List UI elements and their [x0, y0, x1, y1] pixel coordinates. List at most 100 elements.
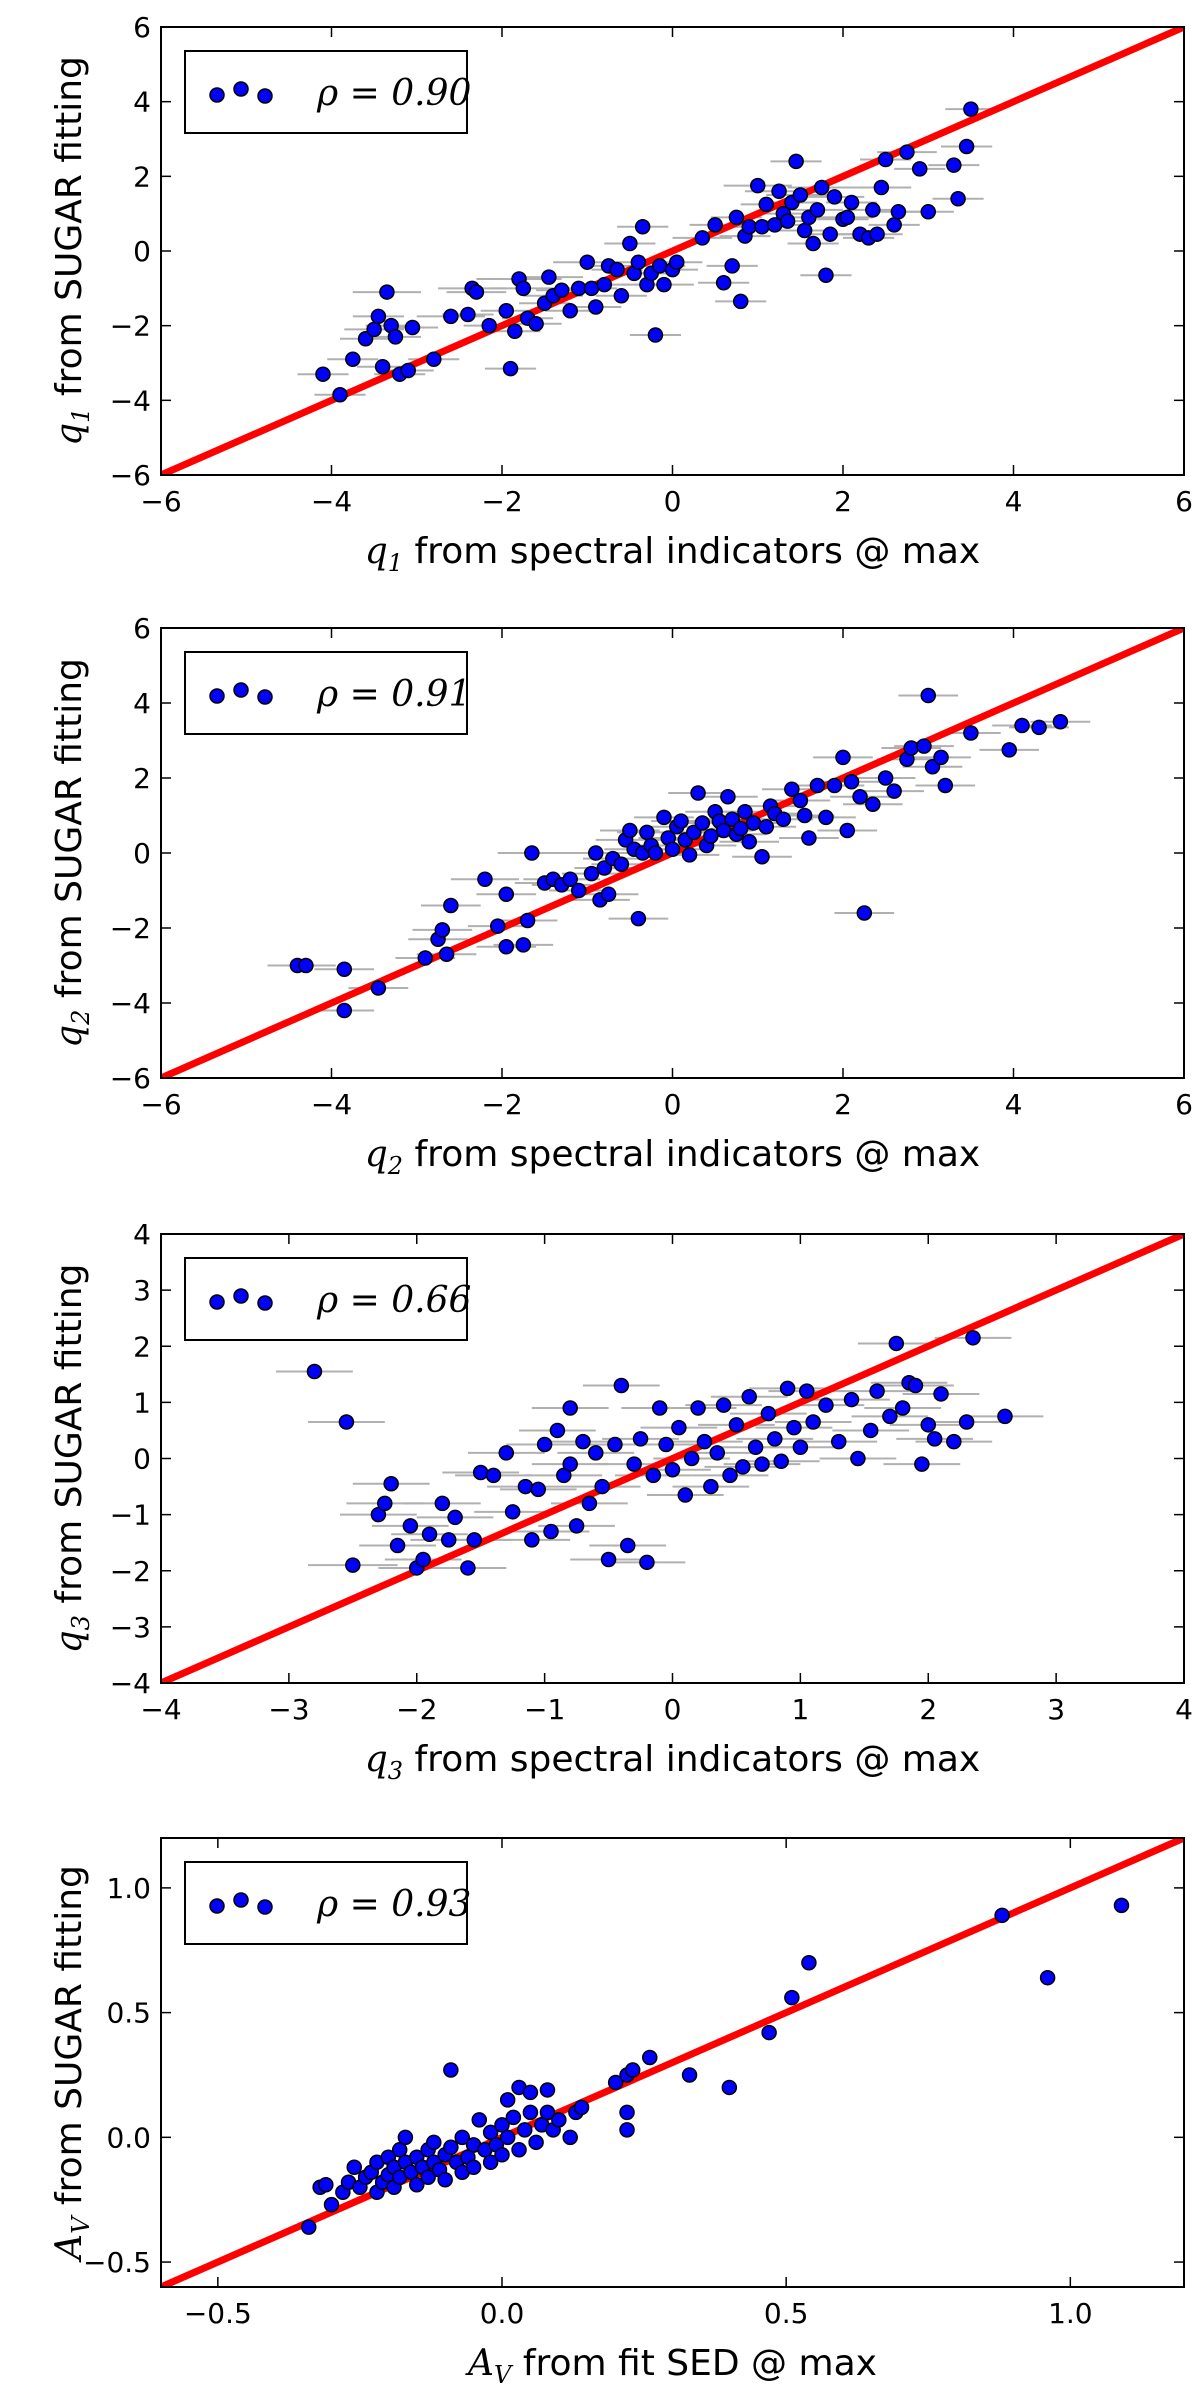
data-point — [805, 235, 821, 252]
data-point — [647, 845, 664, 861]
legend-label: ρ = 0.66 — [316, 1280, 471, 1321]
data-point — [869, 226, 885, 242]
data-point — [502, 360, 519, 377]
data-point — [724, 258, 740, 274]
y-axis-label: q3 from SUGAR fitting — [49, 1264, 95, 1654]
data-point — [792, 187, 809, 203]
data-point — [664, 1461, 681, 1478]
x-tick-label: 0 — [664, 1088, 682, 1121]
legend-label: ρ = 0.93 — [316, 1884, 471, 1925]
data-point — [754, 1456, 770, 1472]
y-tick-label: 3 — [133, 1274, 151, 1307]
y-axis-label: q1 from SUGAR fitting — [49, 56, 95, 446]
data-point — [920, 687, 936, 704]
data-point — [703, 1478, 719, 1495]
data-point — [485, 1467, 502, 1484]
data-point — [498, 1445, 515, 1461]
data-point — [877, 770, 894, 786]
data-point — [402, 1518, 419, 1534]
x-tick-label: 6 — [1175, 485, 1193, 518]
data-points — [301, 1897, 1130, 2235]
data-point — [494, 2117, 510, 2133]
y-tick-label: 0 — [133, 837, 151, 870]
legend-marker — [257, 1899, 273, 1915]
data-point — [524, 845, 540, 861]
data-point — [515, 280, 532, 297]
data-point — [482, 2124, 499, 2141]
data-point — [619, 1537, 636, 1554]
y-tick-label: 4 — [133, 86, 151, 119]
data-point — [553, 282, 570, 298]
data-point — [562, 1400, 578, 1416]
data-point — [434, 1495, 451, 1512]
data-point — [741, 1389, 757, 1405]
data-point — [588, 299, 604, 315]
x-tick-label: −2 — [396, 1693, 437, 1726]
data-point — [775, 811, 792, 827]
y-axis-label-sub: 1 — [67, 408, 95, 423]
data-point — [694, 230, 711, 246]
data-point — [715, 1397, 732, 1413]
data-point — [346, 2159, 362, 2176]
legend-marker — [233, 81, 249, 97]
data-point — [914, 1456, 930, 1472]
data-point — [613, 288, 630, 304]
data-point — [539, 2082, 556, 2098]
data-point — [519, 912, 536, 929]
data-point — [681, 2067, 698, 2083]
data-point — [332, 386, 348, 403]
data-point — [588, 1445, 604, 1461]
data-points — [315, 101, 979, 403]
data-point — [792, 792, 809, 809]
y-tick-label: 1 — [133, 1386, 151, 1419]
data-point — [728, 1417, 745, 1433]
data-point — [642, 2049, 658, 2066]
y-tick-label: −3 — [110, 1611, 151, 1644]
data-point — [965, 1330, 981, 1346]
data-point — [830, 1433, 847, 1450]
y-axis-label-var: A — [49, 2234, 90, 2263]
data-point — [903, 740, 919, 756]
legend-box — [184, 1257, 468, 1341]
data-point — [438, 946, 455, 962]
legend-marker — [209, 1898, 225, 1914]
data-point — [735, 1459, 751, 1475]
data-point — [374, 358, 391, 375]
data-point — [562, 302, 578, 319]
y-tick-label: 6 — [133, 612, 151, 645]
fit-line-y-equals-x — [161, 1234, 1184, 1683]
data-point — [773, 1453, 789, 1470]
data-point — [709, 1445, 726, 1461]
legend-marker — [209, 87, 225, 103]
data-point — [1113, 1897, 1130, 1914]
x-tick-label: −6 — [140, 485, 181, 518]
data-point — [745, 815, 762, 831]
legend-marker — [257, 88, 273, 104]
x-tick-label: 4 — [1005, 1088, 1023, 1121]
data-point — [409, 2176, 425, 2193]
data-point — [839, 209, 856, 226]
y-tick-label: −2 — [110, 1555, 151, 1588]
data-point — [681, 847, 698, 863]
data-point — [306, 1363, 323, 1380]
data-point — [673, 813, 689, 829]
data-point — [754, 218, 770, 235]
data-point — [647, 327, 664, 343]
data-point — [809, 777, 826, 794]
y-axis-label-var: q — [49, 1630, 90, 1653]
data-point — [801, 1954, 817, 1971]
data-point — [583, 280, 600, 297]
data-point — [758, 196, 775, 213]
data-point — [651, 1400, 668, 1416]
legend-marker — [257, 689, 273, 705]
data-point — [298, 957, 314, 974]
data-point — [421, 1526, 438, 1543]
x-tick-label: −4 — [311, 485, 352, 518]
y-tick-label: 0.0 — [106, 2121, 151, 2154]
data-point — [696, 1433, 713, 1450]
data-point — [528, 2134, 544, 2151]
data-point — [926, 1431, 943, 1447]
data-point — [946, 157, 962, 173]
y-tick-label: −6 — [110, 1062, 151, 1095]
